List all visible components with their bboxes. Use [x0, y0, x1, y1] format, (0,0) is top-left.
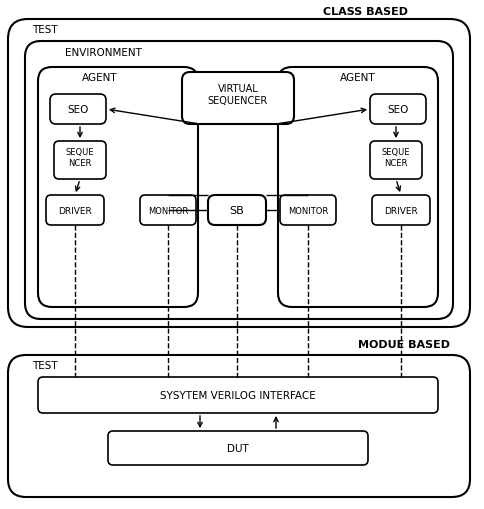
FancyBboxPatch shape [38, 68, 198, 307]
Text: SB: SB [229, 206, 244, 216]
FancyBboxPatch shape [8, 20, 470, 327]
Text: TEST: TEST [32, 25, 58, 35]
Text: SEQUE
NCER: SEQUE NCER [382, 148, 410, 167]
Text: SEO: SEO [67, 105, 89, 115]
Text: DRIVER: DRIVER [58, 206, 92, 215]
Text: ENVIRONMENT: ENVIRONMENT [65, 48, 142, 58]
Text: MODUE BASED: MODUE BASED [358, 340, 450, 349]
FancyBboxPatch shape [54, 142, 106, 180]
Text: VIRTUAL
SEQUENCER: VIRTUAL SEQUENCER [208, 84, 268, 105]
Text: SEQUE
NCER: SEQUE NCER [66, 148, 94, 167]
FancyBboxPatch shape [108, 431, 368, 465]
FancyBboxPatch shape [46, 195, 104, 225]
FancyBboxPatch shape [280, 195, 336, 225]
Text: CLASS BASED: CLASS BASED [323, 7, 408, 17]
FancyBboxPatch shape [370, 142, 422, 180]
Text: DRIVER: DRIVER [384, 206, 418, 215]
FancyBboxPatch shape [38, 377, 438, 413]
FancyBboxPatch shape [50, 95, 106, 125]
Text: SEO: SEO [387, 105, 408, 115]
Text: MONITOR: MONITOR [288, 206, 328, 215]
Text: TEST: TEST [32, 360, 58, 370]
FancyBboxPatch shape [140, 195, 196, 225]
Text: SYSYTEM VERILOG INTERFACE: SYSYTEM VERILOG INTERFACE [160, 390, 316, 400]
FancyBboxPatch shape [372, 195, 430, 225]
FancyBboxPatch shape [8, 355, 470, 497]
Text: AGENT: AGENT [82, 73, 118, 83]
FancyBboxPatch shape [208, 195, 266, 225]
FancyBboxPatch shape [278, 68, 438, 307]
Text: MONITOR: MONITOR [148, 206, 188, 215]
FancyBboxPatch shape [25, 42, 453, 319]
FancyBboxPatch shape [182, 73, 294, 125]
Text: AGENT: AGENT [340, 73, 376, 83]
FancyBboxPatch shape [370, 95, 426, 125]
Text: DUT: DUT [227, 443, 249, 453]
